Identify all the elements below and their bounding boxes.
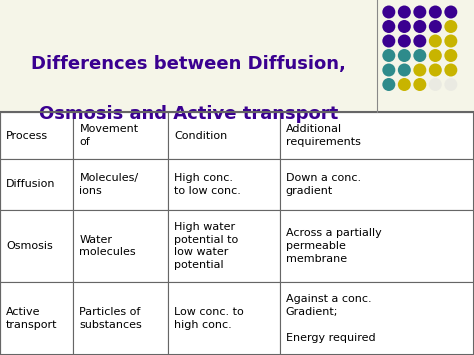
Circle shape	[429, 78, 442, 91]
Text: Process: Process	[6, 131, 48, 141]
Circle shape	[383, 5, 395, 18]
Circle shape	[413, 78, 426, 91]
Bar	[0, 210, 73, 282]
Text: Across a partially
permeable
membrane: Across a partially permeable membrane	[286, 228, 382, 264]
Circle shape	[383, 34, 395, 48]
Circle shape	[413, 64, 426, 76]
Text: High conc.
to low conc.: High conc. to low conc.	[174, 173, 241, 196]
Bar	[168, 282, 280, 355]
Circle shape	[383, 49, 395, 62]
Circle shape	[444, 20, 457, 33]
Text: High water
potential to
low water
potential: High water potential to low water potent…	[174, 222, 238, 270]
Circle shape	[398, 49, 411, 62]
Circle shape	[383, 64, 395, 76]
Text: Diffusion: Diffusion	[6, 180, 55, 190]
Text: Particles of
substances: Particles of substances	[80, 307, 142, 330]
Bar	[73, 112, 168, 159]
Text: Movement
of: Movement of	[80, 124, 138, 147]
Text: Additional
requirements: Additional requirements	[286, 124, 361, 147]
Text: Differences between Diffusion,: Differences between Diffusion,	[31, 55, 346, 73]
Circle shape	[398, 5, 411, 18]
Circle shape	[444, 64, 457, 76]
Circle shape	[429, 20, 442, 33]
Circle shape	[444, 5, 457, 18]
Bar	[0, 112, 474, 355]
Circle shape	[429, 5, 442, 18]
Circle shape	[398, 64, 411, 76]
Bar	[280, 112, 474, 159]
Bar	[73, 210, 168, 282]
Text: Active
transport: Active transport	[6, 307, 57, 330]
Circle shape	[444, 78, 457, 91]
Circle shape	[398, 78, 411, 91]
Bar	[73, 282, 168, 355]
Circle shape	[398, 34, 411, 48]
Bar	[0, 282, 73, 355]
Circle shape	[429, 49, 442, 62]
Circle shape	[413, 20, 426, 33]
Bar	[280, 210, 474, 282]
Bar	[0, 159, 73, 210]
Bar	[168, 210, 280, 282]
Circle shape	[413, 34, 426, 48]
Text: Down a conc.
gradient: Down a conc. gradient	[286, 173, 361, 196]
Circle shape	[383, 78, 395, 91]
Bar	[168, 159, 280, 210]
Bar	[280, 159, 474, 210]
Circle shape	[429, 34, 442, 48]
Circle shape	[429, 64, 442, 76]
Circle shape	[444, 34, 457, 48]
Text: Condition: Condition	[174, 131, 228, 141]
Text: Molecules/
ions: Molecules/ ions	[80, 173, 138, 196]
Text: Osmosis and Active transport: Osmosis and Active transport	[39, 105, 338, 122]
Circle shape	[383, 20, 395, 33]
Bar	[280, 282, 474, 355]
Circle shape	[444, 49, 457, 62]
Circle shape	[398, 20, 411, 33]
Bar	[168, 112, 280, 159]
Circle shape	[413, 5, 426, 18]
Text: Osmosis: Osmosis	[6, 241, 53, 251]
Text: Water
molecules: Water molecules	[80, 235, 136, 257]
Text: Against a conc.
Gradient;

Energy required: Against a conc. Gradient; Energy require…	[286, 294, 375, 343]
Bar	[0, 0, 474, 112]
Bar	[0, 112, 73, 159]
Bar	[73, 159, 168, 210]
Text: Low conc. to
high conc.: Low conc. to high conc.	[174, 307, 244, 330]
Circle shape	[413, 49, 426, 62]
